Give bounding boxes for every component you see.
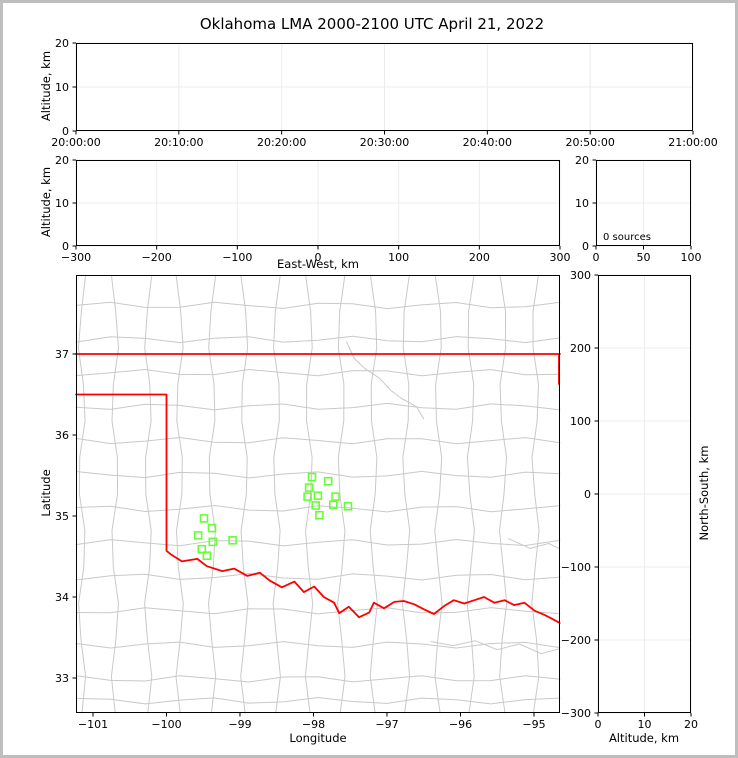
svg-text:−101: −101 bbox=[78, 718, 108, 731]
svg-text:−97: −97 bbox=[375, 718, 398, 731]
svg-text:−300: −300 bbox=[561, 707, 591, 720]
svg-text:100: 100 bbox=[388, 251, 409, 264]
svg-text:100: 100 bbox=[681, 251, 702, 264]
source-count-panel: 0 50 100 0 10 20 0 sources bbox=[575, 154, 702, 264]
svg-text:300: 300 bbox=[550, 251, 571, 264]
svg-text:0: 0 bbox=[315, 251, 322, 264]
svg-text:20: 20 bbox=[684, 718, 698, 731]
svg-text:−200: −200 bbox=[561, 634, 591, 647]
svg-text:10: 10 bbox=[575, 197, 589, 210]
svg-text:50: 50 bbox=[637, 251, 651, 264]
svg-text:10: 10 bbox=[55, 81, 69, 94]
y-axis-label-north-south: North-South, km bbox=[697, 445, 711, 541]
svg-text:33: 33 bbox=[55, 672, 69, 685]
svg-text:36: 36 bbox=[55, 429, 69, 442]
svg-text:20:10:00: 20:10:00 bbox=[154, 136, 203, 149]
time-height-panel: 20:00:00 20:10:00 20:20:00 20:30:00 20:40:00… bbox=[51, 37, 717, 149]
svg-text:0: 0 bbox=[62, 240, 69, 253]
y-axis-label-ew-altitude: Altitude, km bbox=[39, 166, 53, 238]
svg-text:200: 200 bbox=[570, 342, 591, 355]
svg-text:0: 0 bbox=[582, 240, 589, 253]
svg-text:0: 0 bbox=[595, 718, 602, 731]
svg-text:−100: −100 bbox=[151, 718, 181, 731]
svg-text:20:40:00: 20:40:00 bbox=[463, 136, 512, 149]
svg-text:−95: −95 bbox=[522, 718, 545, 731]
svg-text:−100: −100 bbox=[222, 251, 252, 264]
map-panel: −101 −100 −99 −98 −97 −96 −95 33 34 35 36 37 bbox=[55, 274, 561, 731]
svg-text:34: 34 bbox=[55, 591, 69, 604]
svg-text:−200: −200 bbox=[142, 251, 172, 264]
svg-text:20:50:00: 20:50:00 bbox=[565, 136, 614, 149]
svg-text:200: 200 bbox=[469, 251, 490, 264]
svg-text:20: 20 bbox=[55, 37, 69, 50]
svg-text:10: 10 bbox=[55, 197, 69, 210]
svg-text:−98: −98 bbox=[302, 718, 325, 731]
svg-text:−99: −99 bbox=[228, 718, 251, 731]
x-axis-label-ns-altitude: Altitude, km bbox=[608, 731, 680, 745]
svg-text:20:00:00: 20:00:00 bbox=[51, 136, 100, 149]
svg-text:0 sources: 0 sources bbox=[603, 232, 651, 243]
svg-text:20:20:00: 20:20:00 bbox=[257, 136, 306, 149]
svg-text:−96: −96 bbox=[449, 718, 472, 731]
svg-text:0: 0 bbox=[62, 125, 69, 138]
x-axis-label-longitude: Longitude bbox=[289, 731, 347, 745]
svg-text:0: 0 bbox=[593, 251, 600, 264]
y-axis-label-latitude: Latitude bbox=[39, 469, 53, 517]
svg-text:100: 100 bbox=[570, 415, 591, 428]
y-axis-label-time-altitude: Altitude, km bbox=[39, 50, 53, 122]
svg-text:−100: −100 bbox=[561, 561, 591, 574]
svg-text:0: 0 bbox=[584, 488, 591, 501]
svg-text:35: 35 bbox=[55, 510, 69, 523]
north-south-height-panel: 0 10 20 −300 −200 −100 0 100 200 300 bbox=[561, 269, 698, 731]
svg-text:37: 37 bbox=[55, 348, 69, 361]
svg-text:300: 300 bbox=[570, 269, 591, 282]
svg-text:20: 20 bbox=[55, 154, 69, 167]
svg-text:21:00:00: 21:00:00 bbox=[668, 136, 717, 149]
figure-title: Oklahoma LMA 2000-2100 UTC April 21, 202… bbox=[199, 15, 545, 33]
svg-text:10: 10 bbox=[638, 718, 652, 731]
east-west-height-panel: −300 −200 −100 0 100 200 300 0 10 20 bbox=[55, 154, 571, 264]
svg-text:−300: −300 bbox=[61, 251, 91, 264]
svg-text:20: 20 bbox=[575, 154, 589, 167]
svg-text:20:30:00: 20:30:00 bbox=[360, 136, 409, 149]
